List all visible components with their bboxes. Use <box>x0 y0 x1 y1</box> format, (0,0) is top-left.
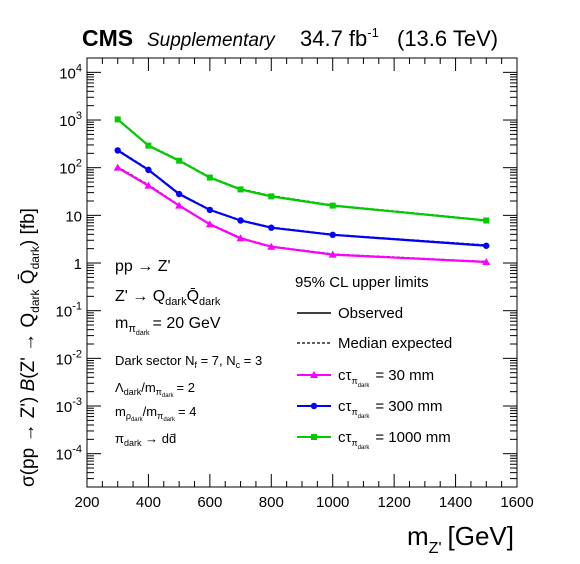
series-2 <box>114 116 490 224</box>
data-point <box>175 190 183 198</box>
y-tick-label: 1 <box>74 256 82 273</box>
data-point <box>328 250 337 258</box>
legend-marker-300mm <box>310 402 318 410</box>
data-point <box>237 217 244 224</box>
y-axis-title: σ(pp → Z') B(Z' → Qdark Q̄dark) [fb] <box>18 208 42 487</box>
data-point <box>482 258 491 266</box>
annotation-sector: Dark sector Nf = 7, Nc = 3 <box>115 353 262 370</box>
data-point <box>268 193 275 200</box>
series-1 <box>114 147 490 249</box>
energy-label: (13.6 TeV) <box>397 26 498 51</box>
y-tick-label: 10-2 <box>56 348 82 368</box>
data-point <box>176 157 183 164</box>
annotation-lambda-ratio: Λdark/mπdark= 2 <box>115 380 195 399</box>
data-point <box>237 186 244 193</box>
x-tick-label: 1400 <box>439 494 472 511</box>
x-tick-label: 800 <box>259 494 284 511</box>
model-annotations: pp → Z' Z' → QdarkQ̄dark mπdark= 20 GeV … <box>115 258 262 448</box>
data-point <box>329 231 336 239</box>
legend-label-300mm: cτπdark= 300 mm <box>338 398 442 420</box>
legend-observed-label: Observed <box>338 305 403 322</box>
y-tick-label: 103 <box>59 110 82 130</box>
data-point <box>144 181 153 189</box>
x-tick-label: 1600 <box>500 494 533 511</box>
data-point <box>329 202 336 209</box>
observed-line-2 <box>116 118 487 222</box>
series-layer <box>113 116 491 266</box>
y-tick-label: 10-1 <box>56 301 82 321</box>
y-tick-label: 10 <box>65 208 82 225</box>
legend-expected-label: Median expected <box>338 335 452 352</box>
x-tick-label: 1000 <box>316 494 349 511</box>
annotation-decay: Z' → QdarkQ̄dark <box>115 288 221 308</box>
data-point <box>175 201 184 209</box>
expected-line-2 <box>117 118 487 221</box>
x-tick-label: 600 <box>197 494 222 511</box>
legend-entry-1000mm: cτπdark= 1000 mm <box>297 429 451 451</box>
data-point <box>483 242 490 249</box>
annotation-rho-ratio: mρdark/mπdark= 4 <box>115 404 196 423</box>
x-tick-label: 400 <box>136 494 161 511</box>
y-tick-label: 10-3 <box>56 396 82 416</box>
observed-line-1 <box>117 149 487 247</box>
data-point <box>267 242 276 250</box>
y-tick-label: 102 <box>59 158 82 178</box>
legend-marker-30mm <box>310 371 318 378</box>
data-point <box>236 234 245 242</box>
data-point <box>113 163 122 171</box>
status-label: Supplementary <box>147 30 276 51</box>
data-point <box>145 142 152 149</box>
legend-marker-1000mm <box>311 434 317 440</box>
annotation-pion-decay: πdark → dd̄ <box>115 431 176 448</box>
y-tick-label: 10-4 <box>56 444 82 464</box>
series-0 <box>113 163 491 266</box>
legend-title: 95% CL upper limits <box>295 274 429 291</box>
x-axis-title: mZ' [GeV] <box>407 521 514 557</box>
legend-label-30mm: cτπdark= 30 mm <box>338 367 434 389</box>
y-axis: 10-4 10-3 10-2 10-1 1 10 102 103 104 <box>56 57 517 488</box>
observed-line-0 <box>117 166 487 264</box>
legend: 95% CL upper limits Observed Median expe… <box>295 274 452 451</box>
x-tick-label: 200 <box>74 494 99 511</box>
data-point <box>145 166 152 174</box>
data-point <box>206 206 214 214</box>
x-axis: 200 400 600 800 1000 1200 1400 1600 <box>74 58 534 511</box>
data-point <box>205 220 214 228</box>
x-tick-label: 1200 <box>377 494 410 511</box>
data-point <box>268 224 275 231</box>
data-point <box>114 147 121 154</box>
y-tick-label: 104 <box>59 62 82 82</box>
data-point <box>114 116 121 123</box>
legend-entry-30mm: cτπdark= 30 mm <box>297 367 434 389</box>
data-point <box>483 217 490 224</box>
legend-label-1000mm: cτπdark= 1000 mm <box>338 429 451 451</box>
experiment-label: CMS <box>82 25 133 51</box>
data-point <box>206 174 213 181</box>
lumi-label: 34.7 fb-1 <box>300 25 379 51</box>
annotation-mass: mπdark= 20 GeV <box>115 315 221 337</box>
annotation-process: pp → Z' <box>115 258 171 275</box>
legend-entry-300mm: cτπdark= 300 mm <box>297 398 442 420</box>
